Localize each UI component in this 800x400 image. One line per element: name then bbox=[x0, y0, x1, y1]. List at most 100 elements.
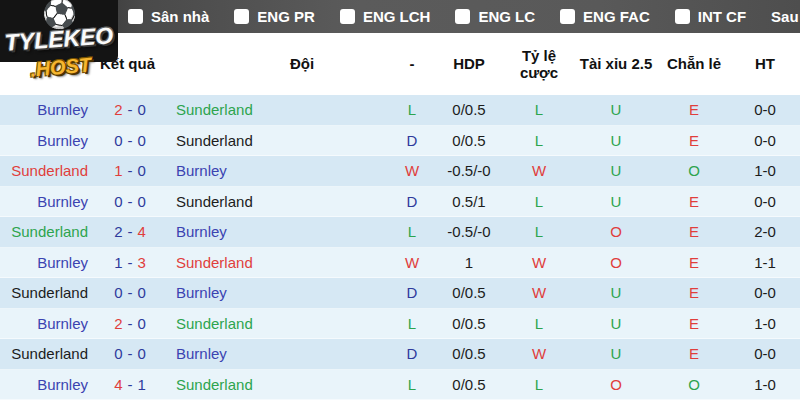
checkbox-icon[interactable] bbox=[560, 9, 575, 24]
nav-filter-label: ENG FAC bbox=[583, 8, 650, 25]
score-sep: - bbox=[128, 254, 133, 271]
nav-filters: Sân nhà ENG PR ENG LCH ENG LC ENG FAC INT CF bbox=[128, 8, 746, 25]
score-away: 0 bbox=[138, 284, 146, 301]
logo-suffix: .HOST bbox=[29, 53, 92, 81]
score-home: 1 bbox=[114, 254, 122, 271]
table-row[interactable]: Burnley2-0SunderlandL0/0.5LUE1-0 bbox=[0, 309, 800, 340]
matches-count-label: Sau bbox=[771, 8, 799, 25]
odd-even: E bbox=[658, 132, 730, 149]
home-team: Sunderland bbox=[0, 223, 100, 240]
nav-filter-label: ENG LCH bbox=[363, 8, 431, 25]
over-under: U bbox=[574, 315, 658, 332]
nav-filter-eng-pr[interactable]: ENG PR bbox=[234, 8, 315, 25]
checkbox-icon[interactable] bbox=[234, 9, 249, 24]
hdp: -0.5/-0 bbox=[434, 223, 504, 240]
home-team: Burnley bbox=[0, 101, 100, 118]
score-away: 4 bbox=[138, 223, 146, 240]
score: 0-0 bbox=[100, 193, 160, 210]
table-row[interactable]: Sunderland0-0BurnleyD0/0.5WUE0-0 bbox=[0, 278, 800, 309]
home-team: Burnley bbox=[0, 193, 100, 210]
score-home: 1 bbox=[114, 162, 122, 179]
result: D bbox=[390, 193, 434, 210]
score-away: 0 bbox=[138, 132, 146, 149]
result: L bbox=[390, 315, 434, 332]
hdp: -0.5/-0 bbox=[434, 162, 504, 179]
checkbox-icon[interactable] bbox=[675, 9, 690, 24]
score-away: 0 bbox=[138, 162, 146, 179]
odds-result: L bbox=[504, 132, 574, 149]
table-row[interactable]: Burnley4-1SunderlandL0/0.5LOO1-0 bbox=[0, 370, 800, 400]
halftime: 2-0 bbox=[730, 223, 800, 240]
over-under: O bbox=[574, 376, 658, 393]
over-under: U bbox=[574, 284, 658, 301]
site-logo[interactable]: ⚽ TYLEKEO .HOST bbox=[0, 0, 118, 92]
odds-result: L bbox=[504, 223, 574, 240]
result: L bbox=[390, 376, 434, 393]
result: L bbox=[390, 223, 434, 240]
score: 1-3 bbox=[100, 254, 160, 271]
header-dash: - bbox=[390, 55, 434, 72]
score-sep: - bbox=[128, 315, 133, 332]
result: W bbox=[390, 162, 434, 179]
odds-result: W bbox=[504, 254, 574, 271]
table-row[interactable]: Burnley0-0SunderlandD0/0.5LUE0-0 bbox=[0, 126, 800, 157]
score: 0-0 bbox=[100, 284, 160, 301]
hdp: 0/0.5 bbox=[434, 101, 504, 118]
header-hdp: HDP bbox=[434, 55, 504, 72]
hdp: 0/0.5 bbox=[434, 345, 504, 362]
score-sep: - bbox=[128, 284, 133, 301]
away-team: Sunderland bbox=[160, 376, 390, 393]
hdp: 0/0.5 bbox=[434, 284, 504, 301]
halftime: 1-0 bbox=[730, 162, 800, 179]
header-odds: Tỷ lệ cược bbox=[504, 47, 574, 82]
away-team: Sunderland bbox=[160, 254, 390, 271]
result: L bbox=[390, 101, 434, 118]
result: W bbox=[390, 254, 434, 271]
score-home: 2 bbox=[114, 315, 122, 332]
nav-filter-sân-nhà[interactable]: Sân nhà bbox=[128, 8, 209, 25]
table-row[interactable]: Burnley0-0SunderlandD0.5/1LUE0-0 bbox=[0, 187, 800, 218]
home-team: Burnley bbox=[0, 315, 100, 332]
score-home: 0 bbox=[114, 284, 122, 301]
odds-result: L bbox=[504, 376, 574, 393]
away-team: Burnley bbox=[160, 223, 390, 240]
table-header: Kết quả Đội - HDP Tỷ lệ cược Tài xỉu 2.5… bbox=[0, 33, 800, 95]
checkbox-icon[interactable] bbox=[455, 9, 470, 24]
score-sep: - bbox=[128, 376, 133, 393]
header-odd-even: Chẵn lẻ bbox=[658, 55, 730, 72]
result: D bbox=[390, 284, 434, 301]
away-team: Burnley bbox=[160, 162, 390, 179]
match-rows: Burnley2-0SunderlandL0/0.5LUE0-0Burnley0… bbox=[0, 95, 800, 400]
score-away: 0 bbox=[138, 193, 146, 210]
table-row[interactable]: Sunderland1-0BurnleyW-0.5/-0WUO1-0 bbox=[0, 156, 800, 187]
nav-filter-eng-lc[interactable]: ENG LC bbox=[455, 8, 535, 25]
score-home: 4 bbox=[114, 376, 122, 393]
table-row[interactable]: Burnley1-3SunderlandW1WOE1-1 bbox=[0, 248, 800, 279]
checkbox-icon[interactable] bbox=[340, 9, 355, 24]
odds-result: W bbox=[504, 284, 574, 301]
table-row[interactable]: Burnley2-0SunderlandL0/0.5LUE0-0 bbox=[0, 95, 800, 126]
header-team: Đội bbox=[160, 55, 390, 72]
score-sep: - bbox=[128, 223, 133, 240]
over-under: O bbox=[574, 223, 658, 240]
score-sep: - bbox=[128, 345, 133, 362]
score-sep: - bbox=[128, 132, 133, 149]
nav-filter-eng-lch[interactable]: ENG LCH bbox=[340, 8, 431, 25]
table-row[interactable]: Sunderland2-4BurnleyL-0.5/-0LOE2-0 bbox=[0, 217, 800, 248]
odd-even: E bbox=[658, 101, 730, 118]
checkbox-icon[interactable] bbox=[128, 9, 143, 24]
over-under: U bbox=[574, 345, 658, 362]
result: D bbox=[390, 345, 434, 362]
nav-filter-int-cf[interactable]: INT CF bbox=[675, 8, 746, 25]
odd-even: E bbox=[658, 254, 730, 271]
score: 2-4 bbox=[100, 223, 160, 240]
halftime: 0-0 bbox=[730, 345, 800, 362]
score-home: 0 bbox=[114, 193, 122, 210]
table-row[interactable]: Sunderland0-0BurnleyD0/0.5WUE0-0 bbox=[0, 339, 800, 370]
over-under: O bbox=[574, 254, 658, 271]
score-away: 0 bbox=[138, 101, 146, 118]
odds-result: L bbox=[504, 315, 574, 332]
odds-result: W bbox=[504, 345, 574, 362]
nav-filter-eng-fac[interactable]: ENG FAC bbox=[560, 8, 650, 25]
nav-filter-label: INT CF bbox=[698, 8, 746, 25]
